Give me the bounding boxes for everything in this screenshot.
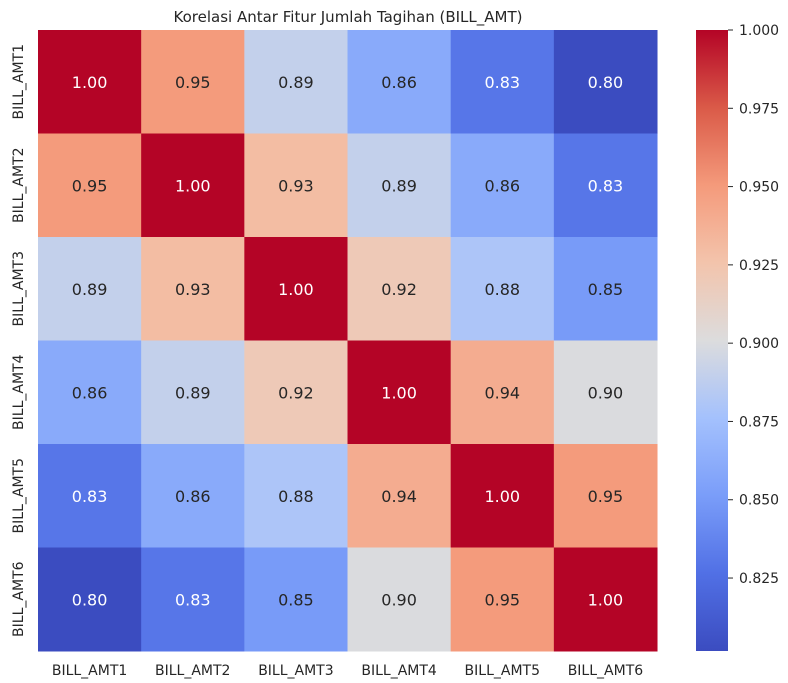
y-tick-label: BILL_AMT6 [11,561,27,637]
colorbar-tick-label: 0.925 [739,258,779,274]
cell-value-label: 0.89 [278,73,314,92]
x-tick-label: BILL_AMT4 [361,663,437,679]
heatmap-cell [450,340,555,445]
heatmap-cell [38,547,142,652]
cell-value-label: 0.94 [381,487,417,506]
colorbar [696,30,728,651]
cell-value-label: 0.89 [72,280,108,299]
y-tick-label: BILL_AMT5 [11,458,27,533]
cell-value-label: 0.95 [175,73,211,92]
y-tick-label: BILL_AMT3 [11,251,27,326]
x-axis-ticks: BILL_AMT1 BILL_AMT2 BILL_AMT3 BILL_AMT4 BILL… [52,663,643,679]
heatmap-cell [244,444,349,548]
cell-value-label: 0.88 [484,280,520,299]
cell-value-label: 0.83 [484,73,520,92]
heatmap-cell [553,340,658,445]
heatmap-cell [244,133,349,238]
cell-value-label: 0.86 [381,73,417,92]
x-tick-label: BILL_AMT1 [52,663,127,679]
cell-value-label: 0.80 [588,73,624,92]
colorbar-tick-label: 0.850 [739,493,779,509]
y-tick-label: BILL_AMT4 [11,354,27,430]
heatmap-cell [244,547,349,652]
cell-value-label: 0.86 [175,487,211,506]
heatmap-cell [244,340,349,445]
heatmap-cell [347,237,452,341]
x-tick-label: BILL_AMT2 [155,663,230,679]
heatmap-cell [450,237,555,341]
colorbar-ticks: 0.825 0.850 0.875 0.900 0.925 0.950 0.975 1.000 [728,23,779,587]
cell-value-label: 0.83 [72,487,108,506]
x-tick-label: BILL_AMT6 [568,663,644,679]
heatmap-cell [244,30,349,134]
heatmap-cell [553,133,658,238]
cell-value-label: 0.93 [175,280,211,299]
cell-value-label: 0.85 [278,590,314,609]
x-tick-label: BILL_AMT5 [465,663,540,679]
chart-title: Korelasi Antar Fitur Jumlah Tagihan (BIL… [174,8,523,27]
heatmap-cell [347,547,452,652]
cell-value-label: 0.92 [278,383,314,402]
cell-value-label: 0.89 [175,383,211,402]
heatmap-cell [347,444,452,548]
heatmap-cell [553,547,658,652]
heatmap-cell [553,237,658,341]
y-axis-ticks: BILL_AMT1 BILL_AMT2 BILL_AMT3 BILL_AMT4 BILL… [11,44,27,637]
cell-value-label: 0.94 [484,383,520,402]
cell-value-label: 0.85 [588,280,624,299]
heatmap-cell [553,30,658,134]
cell-value-label: 1.00 [381,383,417,402]
cell-value-label: 0.90 [381,590,417,609]
heatmap-cell [141,340,245,445]
cell-value-label: 0.95 [588,487,624,506]
cell-value-label: 0.90 [588,383,624,402]
heatmap-cell [141,30,245,134]
heatmap-cell [38,237,142,341]
colorbar-tick-label: 0.950 [739,180,779,196]
cell-value-label: 1.00 [72,73,108,92]
heatmap-cell [347,30,452,134]
cell-value-label: 0.86 [72,383,108,402]
x-tick-label: BILL_AMT3 [258,663,333,679]
y-tick-label: BILL_AMT2 [11,148,27,223]
colorbar-tick-label: 0.900 [739,336,779,352]
cell-value-label: 0.93 [278,176,314,195]
colorbar-tick-label: 1.000 [739,23,779,39]
heatmap-cell [141,237,245,341]
cell-value-label: 0.83 [588,176,624,195]
heatmap-cell [38,444,142,548]
cell-value-label: 1.00 [484,487,520,506]
cell-value-label: 0.95 [484,590,520,609]
cell-value-label: 0.83 [175,590,211,609]
cell-value-label: 1.00 [175,176,211,195]
heatmap-cell [38,133,142,238]
cell-value-label: 1.00 [278,280,314,299]
heatmap-cells: 1.00 0.95 0.89 0.86 0.83 0.80 0.95 1.00 0.93 0.89… [38,30,658,652]
cell-value-label: 0.89 [381,176,417,195]
heatmap-cell [38,30,142,134]
heatmap-cell [553,444,658,548]
heatmap-cell [244,237,349,341]
heatmap-cell [450,547,555,652]
colorbar-tick-label: 0.975 [739,101,779,117]
heatmap-cell [141,133,245,238]
cell-value-label: 1.00 [588,590,624,609]
heatmap-cell [347,133,452,238]
colorbar-tick-label: 0.825 [739,571,779,587]
heatmap-cell [450,444,555,548]
heatmap-cell [450,133,555,238]
heatmap-cell [141,547,245,652]
cell-value-label: 0.86 [484,176,520,195]
heatmap-cell [38,340,142,445]
y-tick-label: BILL_AMT1 [11,44,27,119]
colorbar-tick-label: 0.875 [739,414,779,430]
cell-value-label: 0.88 [278,487,314,506]
heatmap-cell [141,444,245,548]
cell-value-label: 0.80 [72,590,108,609]
cell-value-label: 0.92 [381,280,417,299]
cell-value-label: 0.95 [72,176,108,195]
heatmap-cell [450,30,555,134]
heatmap-cell [347,340,452,445]
